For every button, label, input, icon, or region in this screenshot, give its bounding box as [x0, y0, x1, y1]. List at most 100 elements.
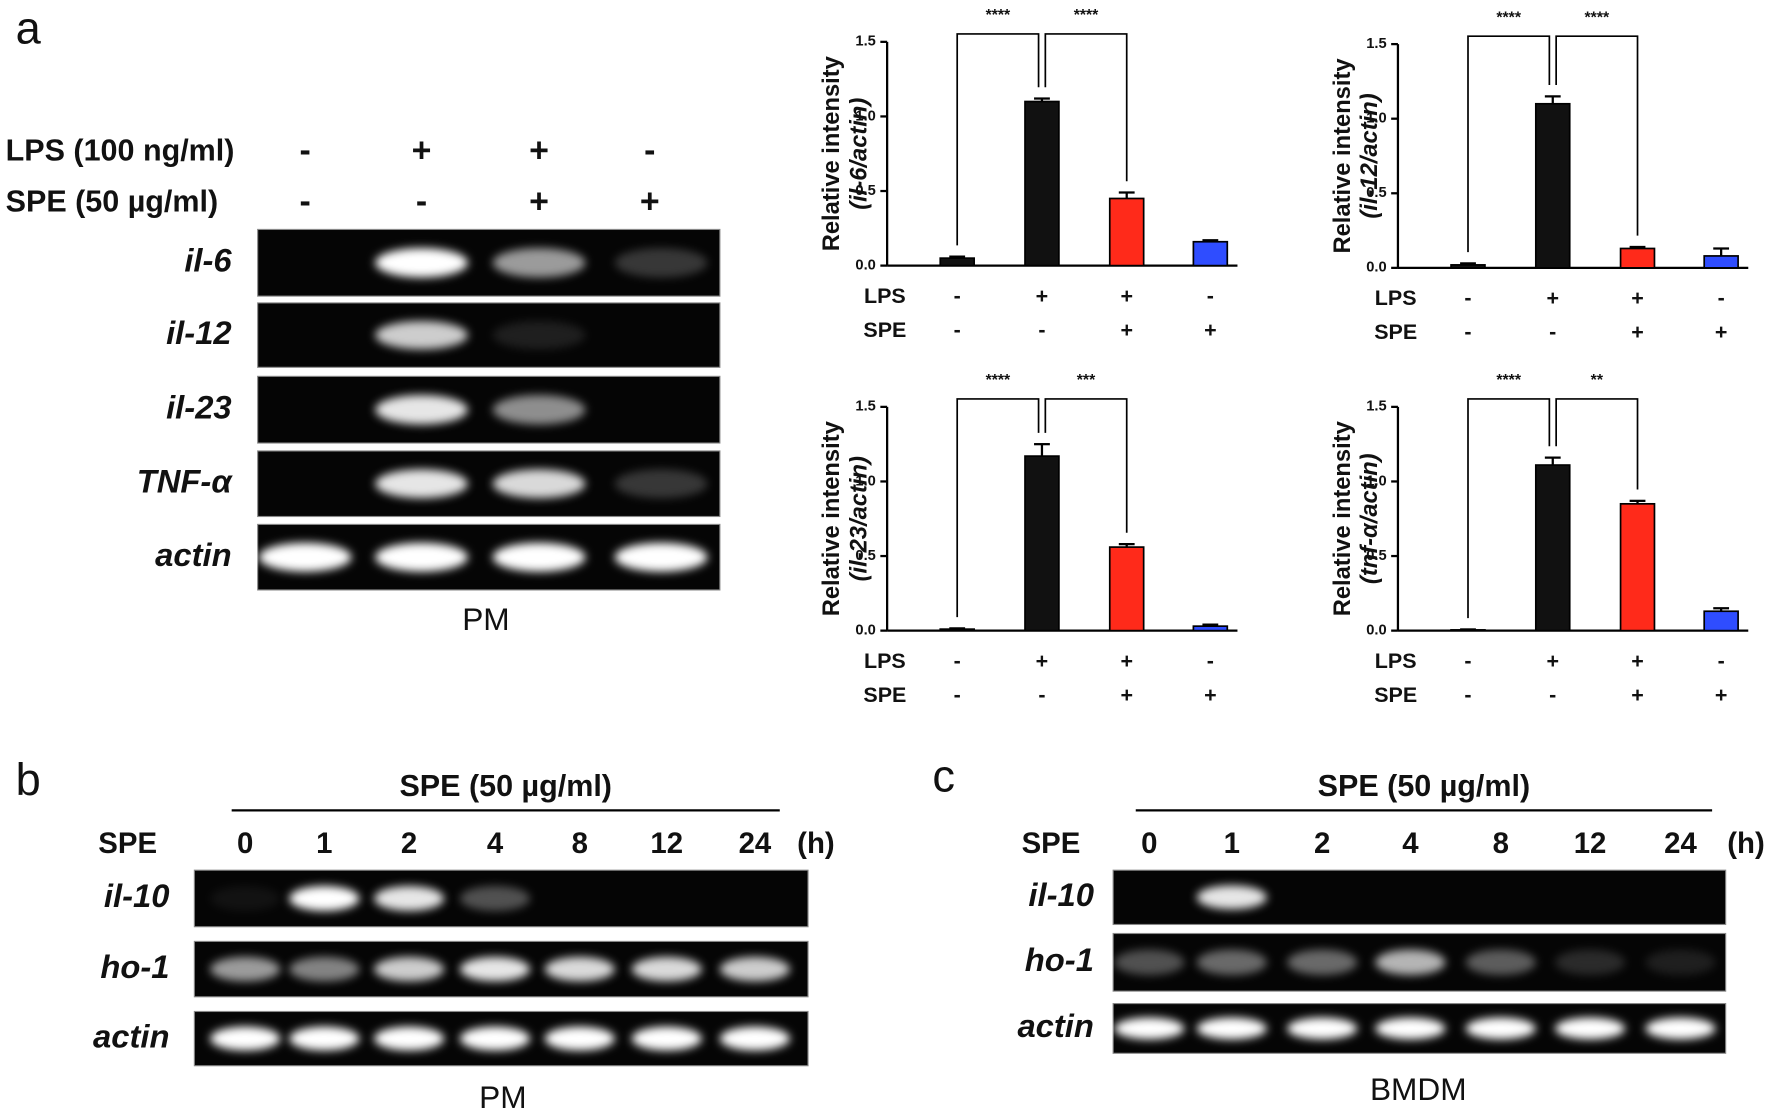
sign: + — [1631, 320, 1644, 344]
gel-band — [614, 542, 708, 572]
sign: + — [1631, 286, 1644, 310]
significance-label: **** — [1496, 9, 1521, 26]
gene-label: TNF-α — [137, 462, 234, 499]
sign: - — [1038, 318, 1045, 342]
unit-label: (h) — [1727, 827, 1765, 860]
gel-band — [459, 1026, 531, 1051]
bar — [939, 257, 975, 267]
significance-label: **** — [986, 7, 1011, 24]
gel-band — [1465, 1017, 1536, 1040]
gene-label: ho-1 — [1025, 941, 1094, 978]
row-label: SPE — [1374, 320, 1417, 344]
significance-bracket — [956, 398, 1040, 618]
gel-band — [492, 542, 586, 572]
row-label: SPE — [1374, 683, 1417, 707]
gel-band — [375, 248, 468, 278]
y-tick-label: 1.0 — [855, 473, 875, 489]
y-axis-title-gene: (il-6/actin) — [846, 98, 872, 210]
cell-label: BMDM — [1370, 1071, 1467, 1107]
gel-band — [1645, 1017, 1716, 1040]
bar — [1703, 255, 1739, 269]
bar — [1192, 240, 1229, 267]
time-label: 24 — [739, 827, 772, 860]
gel-band — [614, 248, 708, 278]
gel-band — [289, 956, 360, 982]
y-axis-title: Relative intensity — [1330, 420, 1356, 616]
gel-band — [210, 886, 281, 911]
bar — [1703, 610, 1739, 632]
significance-bracket — [1555, 35, 1639, 236]
time-label: 0 — [237, 827, 253, 860]
y-tick-label: 0.5 — [855, 183, 875, 199]
gene-label: il-10 — [104, 877, 170, 914]
sign: + — [412, 132, 432, 170]
bar — [1619, 502, 1656, 632]
significance-bracket — [956, 33, 1040, 246]
sign: + — [529, 182, 549, 220]
sign: + — [529, 132, 549, 170]
row-label: LPS (100 ng/ml) — [6, 134, 235, 168]
gel-band — [459, 886, 531, 911]
bar — [1024, 455, 1060, 632]
y-tick-label: 1.0 — [1366, 111, 1386, 127]
gene-label: il-10 — [1028, 876, 1094, 913]
gel-band — [210, 956, 281, 982]
panel-label: a — [16, 3, 42, 54]
sign: + — [1120, 649, 1133, 673]
gel-lane — [257, 375, 721, 444]
gel-band — [1196, 949, 1267, 975]
y-tick-label: 1.0 — [855, 108, 875, 124]
sign: - — [299, 132, 310, 170]
sign: - — [954, 683, 961, 707]
sign: + — [1631, 649, 1644, 673]
row-label: LPS — [864, 284, 906, 308]
gel-band — [375, 320, 468, 350]
gel-band — [374, 886, 445, 911]
y-axis-title: Relative intensity — [819, 420, 845, 616]
time-label: 12 — [1574, 827, 1607, 860]
time-label: 1 — [1224, 827, 1240, 860]
cell-label: PM — [479, 1079, 526, 1115]
unit-label: (h) — [797, 827, 835, 860]
gene-label: actin — [93, 1017, 169, 1054]
y-tick-label: 1.5 — [1366, 399, 1386, 415]
bar-chart: 0.0 0.5 1.0 1.5 Relative intensity (il-23/act… — [819, 372, 1238, 707]
y-axis-title-gene: (il-12/actin) — [1357, 93, 1383, 218]
gel-band — [1555, 949, 1626, 975]
gel-band — [1114, 949, 1185, 975]
bar-chart: 0.0 0.5 1.0 1.5 Relative intensity (il-12/act… — [1330, 9, 1749, 344]
bar — [1450, 629, 1486, 632]
bar — [1024, 100, 1060, 267]
y-axis-title: Relative intensity — [819, 55, 845, 251]
gel-band — [374, 956, 445, 982]
sign: - — [644, 132, 655, 170]
y-axis-title-gene: (tnf-α/actin) — [1357, 453, 1383, 584]
sign: - — [1464, 683, 1471, 707]
sign: + — [1204, 318, 1217, 342]
sign: + — [1715, 683, 1728, 707]
significance-label: **** — [986, 372, 1011, 389]
sign: - — [1549, 320, 1556, 344]
bar — [1450, 264, 1486, 269]
gel-band — [258, 542, 352, 572]
y-axis-title: Relative intensity — [1330, 58, 1356, 254]
sign: - — [1718, 286, 1725, 310]
sign: - — [1549, 683, 1556, 707]
gene-label: ho-1 — [100, 948, 169, 985]
gel-band — [1196, 885, 1267, 910]
time-label: 8 — [1493, 827, 1509, 860]
time-label: 4 — [1402, 827, 1419, 860]
time-label: 1 — [316, 827, 332, 860]
significance-label: **** — [1074, 7, 1099, 24]
sign: + — [1036, 284, 1049, 308]
gel-band — [719, 1026, 790, 1051]
bar — [1534, 102, 1571, 269]
y-tick-label: 1.5 — [855, 399, 875, 415]
y-axis-title-gene: (il-23/actin) — [846, 456, 872, 581]
gel-band — [1645, 949, 1716, 975]
significance-label: **** — [1585, 9, 1610, 26]
sign: - — [416, 182, 427, 220]
sign: + — [1120, 284, 1133, 308]
bar — [939, 628, 975, 632]
sign: + — [640, 182, 660, 220]
